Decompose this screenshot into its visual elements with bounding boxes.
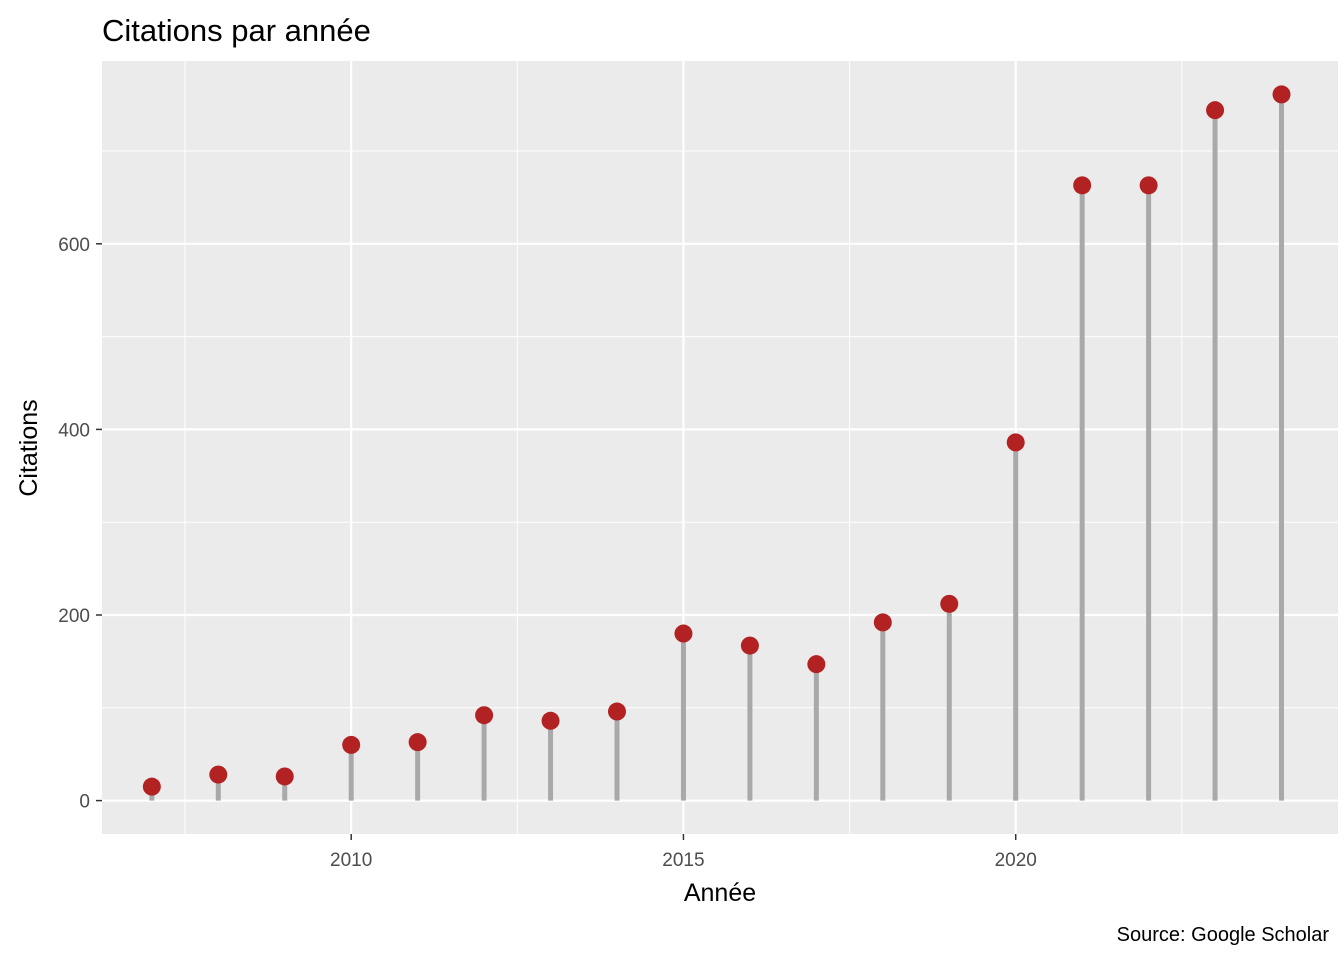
x-tick-label: 2020 (995, 850, 1037, 871)
lollipop-point (209, 765, 228, 784)
lollipop-point (1272, 85, 1291, 104)
lollipop-point (408, 733, 427, 752)
lollipop-point (541, 711, 560, 730)
x-axis-title: Année (684, 879, 756, 907)
plot-panel (102, 61, 1338, 834)
lollipop-point (1073, 176, 1092, 195)
y-tick-label: 200 (58, 606, 90, 627)
lollipop-point (275, 767, 294, 786)
lollipop-point (142, 777, 161, 796)
lollipop-point (475, 706, 494, 725)
lollipop-point (342, 735, 361, 754)
lollipop-point (1206, 101, 1225, 120)
lollipop-points (142, 85, 1291, 796)
x-axis-ticks: 2010 2015 2020 (330, 834, 1037, 871)
minor-gridlines (102, 61, 1338, 834)
chart-caption: Source: Google Scholar (1117, 924, 1330, 946)
lollipop-point (608, 702, 626, 721)
lollipop-point (940, 594, 959, 613)
lollipop-point (740, 636, 759, 655)
lollipop-point (873, 613, 892, 632)
lollipop-point (1006, 433, 1025, 452)
x-tick-label: 2015 (662, 850, 704, 871)
lollipop-point (807, 655, 826, 674)
lollipop-point (674, 624, 693, 643)
chart-title: Citations par année (102, 13, 371, 48)
y-axis-ticks: 0 200 400 600 (58, 235, 102, 813)
x-tick-label: 2010 (330, 850, 372, 871)
lollipop-point (1139, 176, 1158, 195)
lollipop-stems (149, 94, 1285, 801)
y-tick-label: 400 (58, 420, 90, 441)
y-axis-title: Citations (15, 399, 43, 496)
y-tick-label: 0 (79, 792, 90, 813)
y-tick-label: 600 (58, 235, 90, 256)
